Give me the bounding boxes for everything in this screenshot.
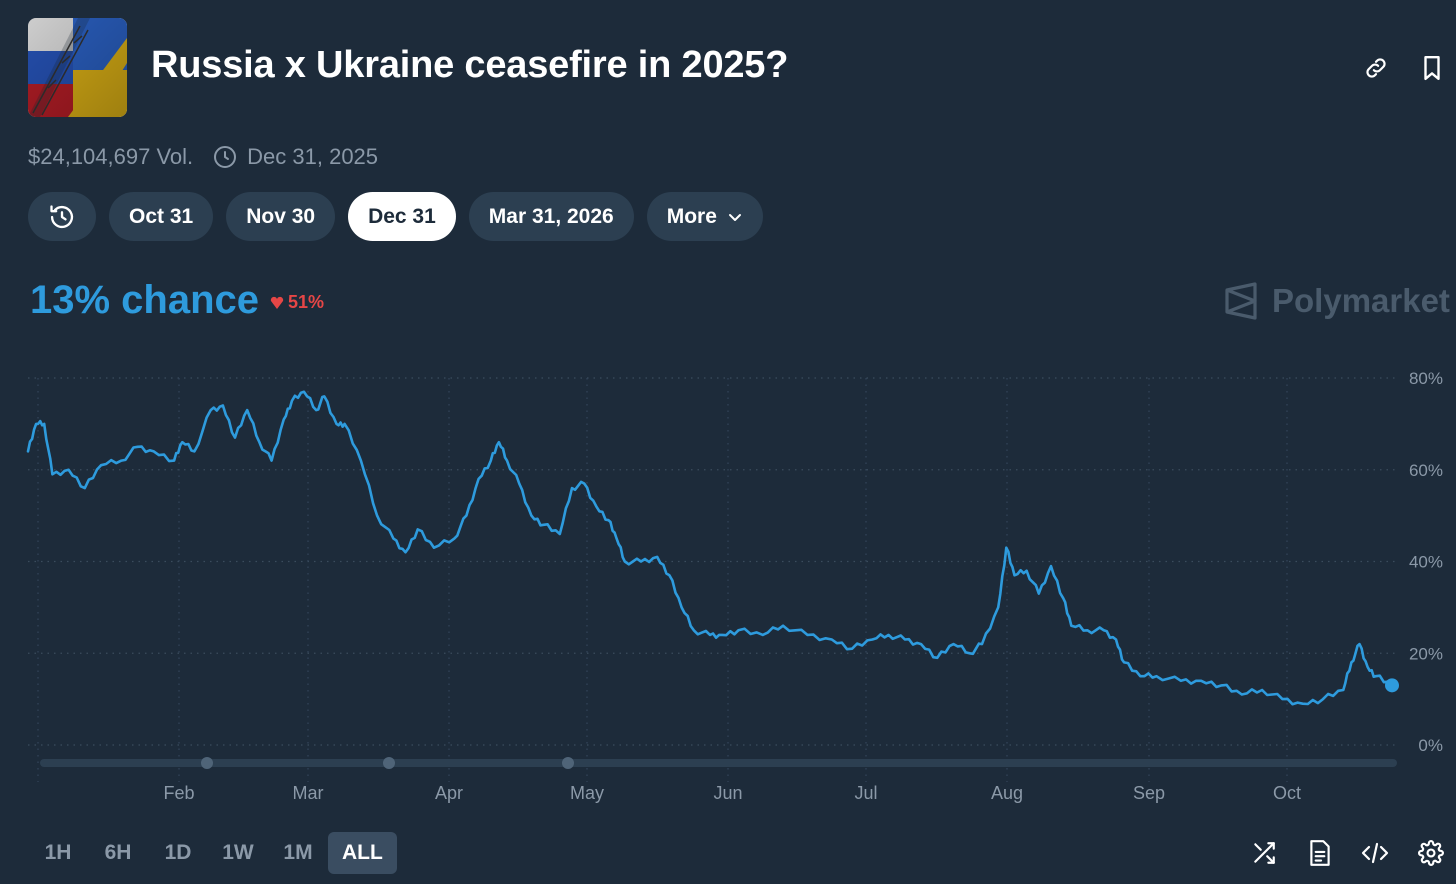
date-pill-nov-30[interactable]: Nov 30 (226, 192, 336, 241)
end-date-text: Dec 31, 2025 (247, 144, 379, 169)
timeline-marker[interactable] (562, 757, 574, 769)
chance-value: 13% chance (30, 278, 260, 322)
down-triangle-icon (270, 296, 284, 310)
change-value: 51% (288, 292, 325, 312)
market-meta: $24,104,697 Vol. Dec 31, 2025 (28, 144, 378, 170)
chevron-down-icon (727, 209, 743, 225)
timeline-marker[interactable] (383, 757, 395, 769)
volume-text: $24,104,697 Vol. (28, 144, 194, 169)
code-icon[interactable] (1360, 838, 1390, 868)
y-tick-label: 20% (1409, 644, 1443, 663)
x-tick-label: Apr (435, 783, 463, 803)
range-1h[interactable]: 1H (44, 841, 72, 864)
history-button[interactable] (28, 192, 96, 241)
date-pills: Oct 31 Nov 30 Dec 31 Mar 31, 2026 More (28, 192, 763, 241)
shuffle-icon[interactable] (1249, 838, 1279, 868)
timeline-marker[interactable] (201, 757, 213, 769)
history-clock-icon (48, 203, 76, 231)
more-dates-button[interactable]: More (646, 192, 763, 241)
x-tick-label: Jul (854, 783, 877, 803)
range-1m[interactable]: 1M (283, 841, 313, 864)
link-icon[interactable] (1360, 52, 1392, 84)
range-all[interactable]: ALL (328, 832, 397, 874)
x-tick-label: Sep (1133, 783, 1165, 803)
x-tick-label: Feb (163, 783, 194, 803)
range-1w[interactable]: 1W (222, 841, 254, 864)
y-tick-label: 40% (1409, 553, 1443, 572)
polymarket-watermark: Polymarket (1224, 282, 1450, 320)
market-image-flag (28, 18, 127, 117)
y-tick-label: 60% (1409, 461, 1443, 480)
bookmark-icon[interactable] (1416, 52, 1448, 84)
x-tick-label: Aug (991, 783, 1023, 803)
timeline-track[interactable] (40, 759, 1397, 767)
document-icon[interactable] (1305, 838, 1335, 868)
range-6h[interactable]: 6H (104, 841, 132, 864)
more-label: More (666, 204, 717, 228)
probability-line (26, 390, 1394, 706)
x-tick-label: May (570, 783, 604, 803)
y-tick-label: 0% (1418, 736, 1443, 755)
x-tick-label: Oct (1273, 783, 1301, 803)
brand-name: Polymarket (1272, 282, 1450, 319)
gear-icon[interactable] (1416, 838, 1446, 868)
range-1d[interactable]: 1D (164, 841, 192, 864)
clock-icon (213, 145, 237, 169)
date-pill-mar-31-2026[interactable]: Mar 31, 2026 (468, 192, 634, 241)
x-tick-label: Mar (293, 783, 324, 803)
date-pill-oct-31[interactable]: Oct 31 (109, 192, 214, 241)
x-tick-label: Jun (713, 783, 742, 803)
change-badge: 51% (270, 292, 324, 313)
date-pill-dec-31[interactable]: Dec 31 (348, 192, 456, 241)
polymarket-logo-icon (1224, 282, 1258, 320)
market-title: Russia x Ukraine ceasefire in 2025? (151, 44, 789, 86)
time-range-selector: 1H 6H 1D 1W 1M ALL (28, 832, 397, 874)
current-value-dot (1385, 678, 1399, 693)
y-tick-label: 80% (1409, 369, 1443, 388)
